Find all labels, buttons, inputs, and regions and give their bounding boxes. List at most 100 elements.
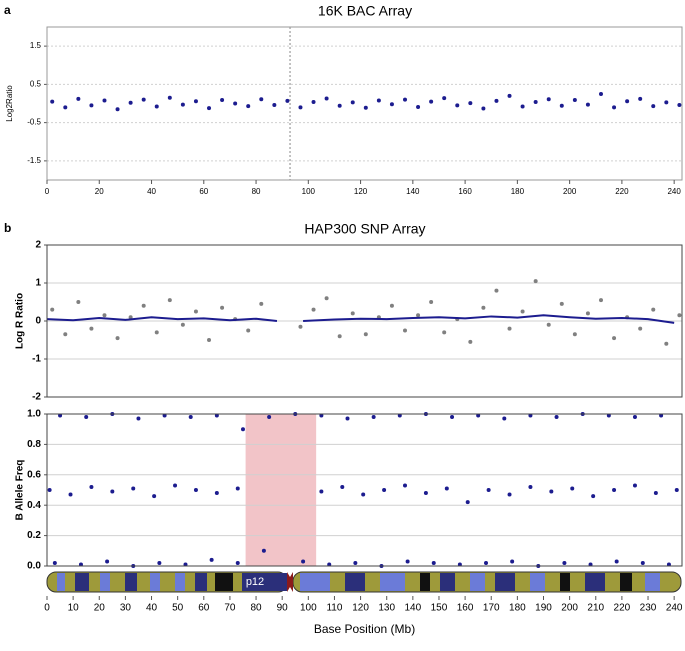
y-axis-label: Log2Ratio	[5, 85, 14, 122]
data-point	[115, 336, 120, 341]
data-point	[115, 107, 120, 112]
x-tick-label: 180	[509, 603, 526, 614]
data-point	[494, 288, 499, 293]
data-point	[405, 559, 410, 564]
data-point	[220, 305, 225, 310]
data-point	[350, 311, 355, 316]
data-point	[214, 413, 219, 418]
data-point	[614, 559, 619, 564]
data-point	[371, 415, 376, 420]
x-tick-label: 60	[198, 603, 210, 614]
panel-label: a	[4, 3, 11, 17]
data-point	[570, 486, 575, 491]
data-point	[63, 105, 68, 110]
data-point	[507, 326, 512, 331]
y-tick-label: -2	[32, 392, 41, 403]
band	[175, 573, 185, 591]
data-point	[429, 300, 434, 304]
band	[420, 573, 430, 591]
data-point	[612, 336, 617, 341]
data-point	[403, 483, 408, 488]
data-point	[68, 492, 73, 497]
band	[57, 573, 65, 591]
data-point	[319, 413, 324, 418]
data-point	[207, 106, 212, 111]
data-point	[546, 322, 551, 327]
data-point	[559, 301, 564, 306]
data-point	[612, 105, 617, 110]
data-point	[327, 562, 332, 567]
data-point	[193, 99, 198, 104]
data-point	[298, 105, 303, 110]
data-point	[533, 99, 538, 104]
band	[645, 573, 660, 591]
x-tick-label: 90	[277, 603, 289, 614]
data-point	[638, 326, 643, 331]
data-point	[520, 309, 525, 314]
x-tick-label: 240	[667, 187, 681, 196]
chart-title: HAP300 SNP Array	[304, 221, 425, 237]
x-tick-label: 40	[147, 187, 156, 196]
data-point	[154, 330, 159, 335]
y-tick-label: 0	[35, 316, 41, 327]
data-point	[423, 491, 428, 496]
data-point	[666, 562, 671, 567]
data-point	[429, 99, 434, 104]
data-point	[465, 500, 470, 505]
x-tick-label: 120	[354, 187, 368, 196]
data-point	[298, 324, 303, 329]
data-point	[193, 309, 198, 314]
data-point	[546, 97, 551, 102]
data-point	[261, 548, 266, 553]
data-point	[272, 103, 277, 108]
x-tick-label: 60	[199, 187, 208, 196]
data-point	[528, 484, 533, 489]
data-point	[157, 560, 162, 565]
data-point	[345, 416, 350, 421]
band-label: p12	[246, 576, 264, 588]
data-point	[233, 101, 238, 106]
band	[380, 573, 405, 591]
data-point	[353, 560, 358, 565]
x-tick-label: 40	[146, 603, 158, 614]
plot-frame	[46, 413, 683, 567]
data-point	[389, 303, 394, 308]
data-point	[664, 100, 669, 105]
data-point	[167, 298, 172, 303]
ideogram: p12	[46, 571, 682, 593]
y-tick-label: -1	[32, 354, 41, 365]
band	[125, 573, 137, 591]
data-point	[376, 98, 381, 103]
data-point	[152, 494, 157, 499]
band	[150, 573, 160, 591]
data-point	[128, 100, 133, 105]
x-tick-label: 220	[615, 187, 629, 196]
band	[470, 573, 485, 591]
y-tick-label: 2	[35, 240, 41, 251]
data-point	[361, 492, 366, 497]
data-point	[431, 560, 436, 565]
data-point	[455, 103, 460, 108]
data-point	[507, 93, 512, 98]
data-point	[572, 98, 577, 103]
centromere	[287, 572, 293, 592]
data-point	[173, 483, 178, 488]
data-point	[640, 560, 645, 565]
band	[495, 573, 515, 591]
plot-frame	[46, 26, 683, 181]
data-point	[625, 99, 630, 104]
x-tick-label: 200	[563, 187, 577, 196]
data-point	[510, 559, 515, 564]
data-point	[572, 332, 577, 337]
band	[300, 573, 330, 591]
data-point	[324, 96, 329, 101]
data-point	[638, 96, 643, 101]
data-point	[311, 99, 316, 104]
data-point	[340, 484, 345, 489]
data-point	[102, 313, 107, 318]
x-tick-label: 100	[302, 187, 316, 196]
band	[195, 573, 207, 591]
data-point	[235, 486, 240, 491]
data-point	[674, 488, 679, 492]
